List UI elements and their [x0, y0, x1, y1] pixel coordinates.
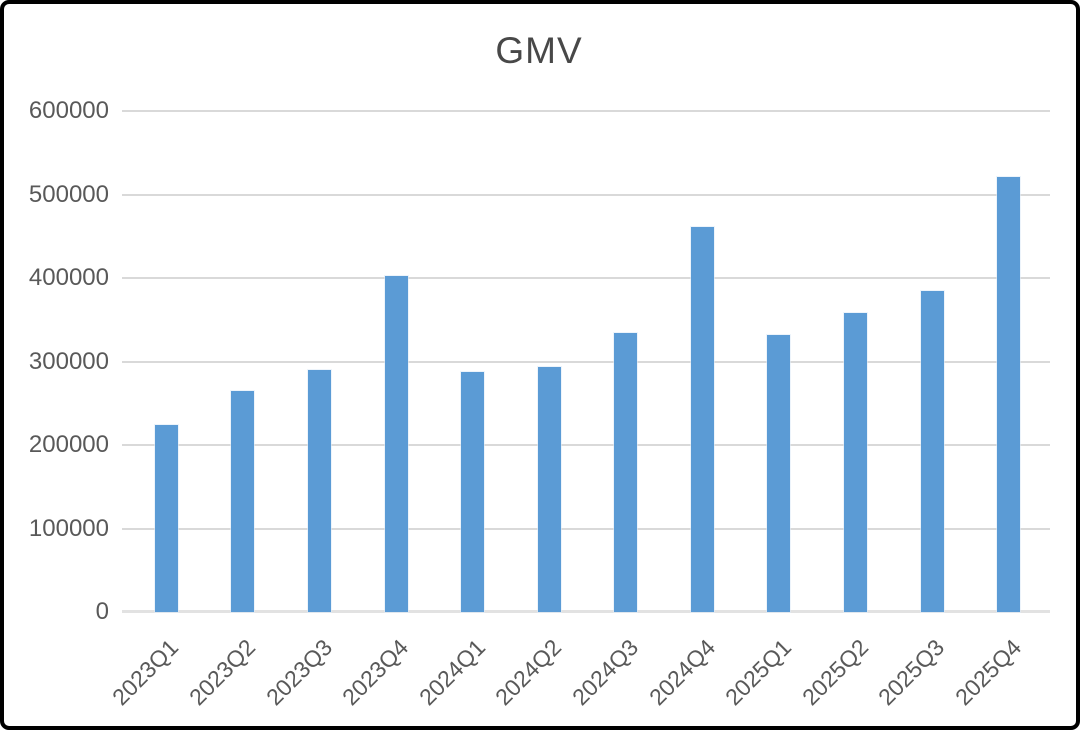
- x-axis-label: 2024Q3: [566, 634, 644, 711]
- y-axis-label: 100000: [28, 514, 109, 542]
- y-axis-label: 300000: [28, 347, 109, 375]
- x-axis-label: 2023Q2: [183, 634, 261, 711]
- bar-2025Q4: [997, 176, 1021, 612]
- x-axis-label: 2023Q4: [337, 634, 414, 711]
- x-axis-label: 2024Q1: [413, 634, 491, 711]
- x-axis-label: 2025Q3: [873, 634, 950, 711]
- x-axis-label: 2024Q2: [490, 634, 567, 711]
- y-axis-label: 400000: [28, 264, 109, 291]
- y-axis-label: 200000: [28, 431, 109, 458]
- plot-area: [122, 110, 1050, 613]
- bars-layer: [128, 111, 1047, 612]
- gridline: [122, 527, 1050, 530]
- gridline: [122, 444, 1050, 446]
- x-axis-label: 2023Q1: [107, 634, 184, 711]
- gridline: [122, 360, 1050, 363]
- chart-title: GMV: [495, 30, 583, 71]
- bar-2025Q1: [767, 334, 791, 612]
- gridline: [122, 193, 1050, 196]
- x-axis-label: 2025Q1: [720, 634, 797, 711]
- bar-2025Q2: [844, 313, 868, 612]
- x-axis-label: 2023Q3: [260, 634, 337, 711]
- bar-2024Q4: [690, 227, 714, 612]
- bar-2024Q2: [537, 367, 561, 612]
- bar-2023Q4: [384, 275, 408, 612]
- gridline: [122, 110, 1050, 112]
- bar-2024Q3: [614, 333, 638, 612]
- x-axis-label: 2024Q4: [643, 634, 720, 711]
- x-axis-label: 2025Q2: [796, 634, 873, 711]
- bar-2023Q3: [307, 369, 331, 612]
- y-axis-label: 0: [95, 598, 109, 625]
- bar-2025Q3: [920, 290, 944, 612]
- bar-2023Q2: [231, 390, 255, 612]
- x-axis-line: [122, 610, 1050, 613]
- gridline: [122, 277, 1050, 279]
- x-axis-label: 2025Q4: [949, 634, 1027, 711]
- bar-2024Q1: [461, 371, 485, 612]
- y-axis-label: 500000: [28, 180, 109, 208]
- y-axis-label: 600000: [28, 97, 109, 124]
- bar-2023Q1: [154, 424, 178, 612]
